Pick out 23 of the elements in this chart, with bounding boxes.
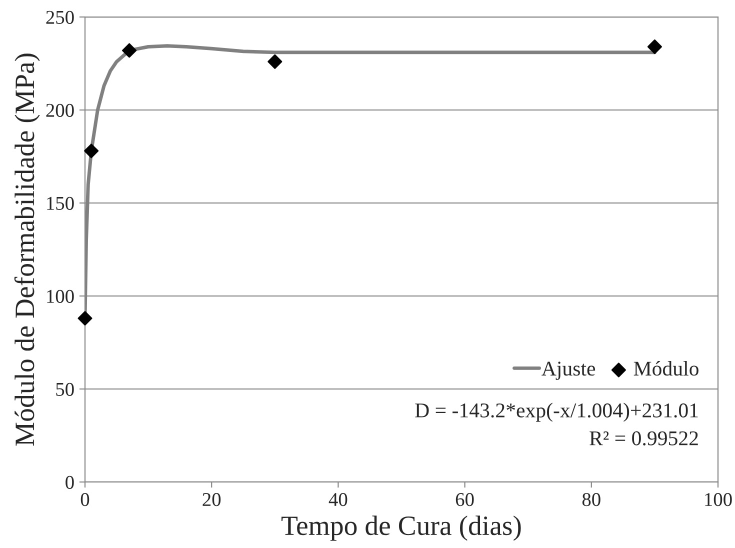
point — [122, 43, 137, 58]
x-axis-title: Tempo de Cura (dias) — [281, 516, 521, 541]
y-tick-label: 100 — [47, 290, 74, 303]
y-tick-label: 0 — [66, 476, 74, 489]
legend-label: Módulo — [634, 360, 698, 376]
annotation: R² = 0.99522 — [590, 431, 698, 446]
x-tick-label: 60 — [456, 492, 474, 506]
y-axis-title: Módulo de Deformabilidade (MPa) — [14, 54, 40, 446]
x-tick-label: 20 — [202, 492, 221, 506]
point — [647, 39, 662, 54]
y-tick-label: 200 — [46, 104, 74, 117]
point — [78, 311, 92, 326]
annotation: D = -143.2*exp(-x/1.004)+231.01 — [415, 402, 698, 422]
point — [268, 54, 282, 69]
x-tick-label: 100 — [705, 492, 732, 506]
x-tick-label: 80 — [582, 492, 600, 506]
y-tick-label: 250 — [46, 10, 74, 24]
x-tick-label: 0 — [80, 492, 90, 506]
x-tick-label: 40 — [328, 492, 348, 506]
y-tick-label: 50 — [56, 382, 74, 396]
legend-label: Ajuste — [542, 362, 596, 380]
y-tick-label: 150 — [47, 196, 74, 210]
point — [84, 144, 99, 158]
